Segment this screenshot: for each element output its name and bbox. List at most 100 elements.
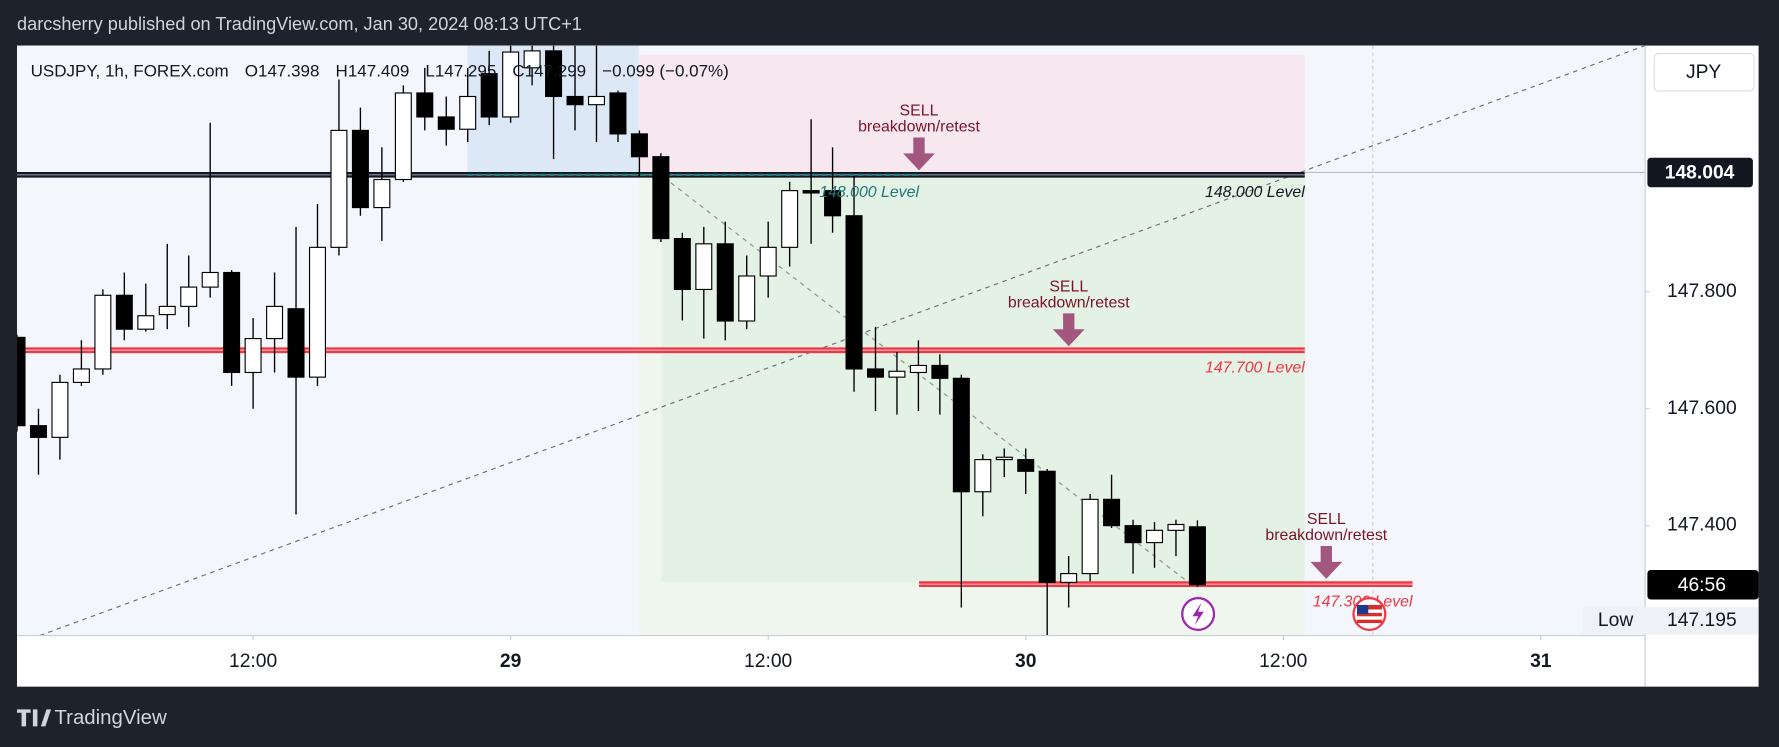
price-line-box	[1647, 157, 1753, 188]
brand: TradingView	[17, 707, 167, 729]
candle-body	[974, 459, 992, 493]
axes: 147.400 147.600 147.800 12:00 29 12:00 30 12:00…	[229, 157, 1759, 672]
candle-body	[1188, 526, 1206, 586]
legend-open: O147.398	[245, 61, 320, 80]
candle-body	[566, 95, 584, 106]
candle-body	[201, 271, 219, 288]
annotation-arrow	[1310, 545, 1343, 579]
candle-body	[545, 50, 563, 98]
bolt	[1192, 602, 1204, 626]
countdown-box	[1647, 569, 1759, 600]
x-tick-label: 31	[1530, 651, 1552, 672]
candle-body	[652, 156, 670, 240]
trend-line	[39, 45, 1646, 636]
stop-zone	[638, 54, 1305, 175]
candle-body	[1145, 529, 1164, 544]
candle-body	[51, 381, 69, 438]
candle-body	[223, 271, 241, 374]
flag-stripe	[1356, 616, 1382, 620]
candle-body	[480, 73, 498, 118]
event-icons	[1181, 597, 1387, 632]
candle-body	[502, 51, 520, 118]
candle-body	[158, 305, 176, 316]
candle-body	[802, 190, 820, 194]
candle-body	[394, 92, 412, 181]
x-tick-label: 12:00	[744, 651, 792, 672]
annotation-arrow	[903, 137, 935, 171]
candle-body	[287, 308, 305, 378]
annotations: SELLbreakdown/retestSELLbreakdown/retest…	[858, 103, 1388, 579]
candle-body	[716, 243, 734, 322]
flag-canton	[1356, 604, 1369, 615]
low-box	[1582, 607, 1759, 635]
candle-body	[1124, 525, 1142, 544]
level-label: 148.000 Level	[1205, 184, 1305, 201]
legend-low: L147.295	[425, 61, 496, 80]
annotation-text: breakdown/retest	[1265, 527, 1387, 544]
x-tick-label: 12:00	[229, 651, 277, 672]
legend-change: −0.099 (−0.07%)	[602, 61, 729, 80]
low-value: 147.195	[1667, 610, 1737, 631]
candle-body	[738, 275, 756, 322]
target-zone	[661, 174, 1305, 583]
candle-body	[888, 370, 906, 378]
candle-body	[630, 133, 648, 158]
annotation-arrow	[1052, 313, 1085, 347]
candles	[17, 45, 1206, 636]
candle-body	[952, 377, 970, 493]
candle-body	[416, 92, 434, 118]
candle-body	[244, 337, 262, 374]
candle-body	[1103, 498, 1121, 527]
legend-close: C147.299	[512, 61, 586, 80]
candle-body	[29, 425, 47, 438]
level-label: 148.000 Level	[819, 184, 919, 201]
x-tick-label: 30	[1015, 651, 1036, 672]
y-tick-label: 147.400	[1667, 515, 1737, 536]
legend-high: H147.409	[336, 61, 410, 80]
legend: USDJPY, 1h, FOREX.com O147.398 H147.409 …	[31, 61, 729, 80]
candle-body	[137, 315, 155, 330]
candle-body	[824, 190, 842, 217]
level-label: 147.700 Level	[1205, 360, 1305, 377]
candle-body	[845, 215, 863, 370]
candle-body	[1060, 573, 1078, 583]
currency-label: JPY	[1686, 62, 1721, 83]
candle-body	[759, 246, 777, 277]
candle-body	[17, 336, 26, 427]
candle-body	[587, 95, 606, 106]
candle-body	[180, 286, 198, 307]
candle-body	[351, 129, 369, 209]
annotation-text: breakdown/retest	[1008, 294, 1130, 311]
candle-body	[266, 305, 284, 340]
candle-body	[695, 243, 713, 291]
candle-body	[72, 368, 90, 383]
y-tick-label: 147.800	[1667, 281, 1737, 302]
candle-body	[1017, 459, 1035, 472]
candle-body	[459, 95, 477, 130]
x-tick-label: 12:00	[1259, 651, 1307, 672]
candle-body	[437, 116, 455, 130]
legend-symbol: USDJPY, 1h, FOREX.com	[31, 61, 229, 80]
candle-body	[94, 294, 112, 370]
currency-button[interactable]	[1653, 52, 1755, 92]
publisher-line: darcsherry published on TradingView.com,…	[17, 14, 582, 34]
y-tick-label: 147.600	[1667, 398, 1737, 419]
candle-body	[1081, 498, 1099, 575]
annotation-title: SELL	[1307, 511, 1346, 528]
flag-stripe	[1356, 609, 1382, 613]
candle-body	[909, 364, 927, 374]
candle-body	[866, 368, 885, 378]
countdown-label: 46:56	[1678, 575, 1726, 596]
candle-body	[673, 237, 691, 291]
annotation-text: breakdown/retest	[858, 118, 980, 135]
x-tick-label: 29	[500, 651, 521, 672]
candle-body	[781, 190, 799, 248]
candle-body	[995, 456, 1013, 461]
candle-body	[523, 50, 541, 69]
candle-body	[931, 364, 949, 379]
annotation-title: SELL	[1049, 278, 1088, 295]
brand-logo	[17, 709, 52, 727]
candle-body	[115, 294, 133, 330]
low-label: Low	[1598, 610, 1633, 631]
